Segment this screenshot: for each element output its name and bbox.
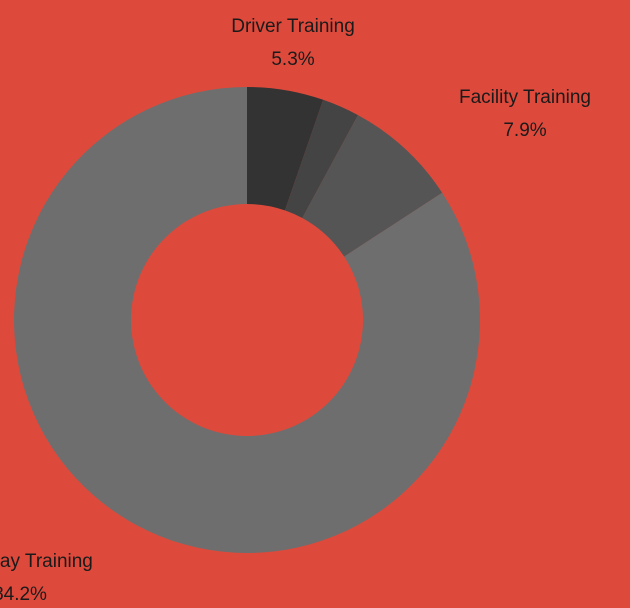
donut-segment <box>13 87 480 553</box>
segment-value-label: 7.9% <box>503 120 546 141</box>
segment-label: Driver Training <box>231 16 355 37</box>
segment-label: Highway Training <box>0 551 93 572</box>
segment-label: Facility Training <box>459 87 591 108</box>
segment-value-label: 84.2% <box>0 584 47 605</box>
donut-segment <box>284 99 358 218</box>
donut-segment <box>302 115 443 257</box>
donut-segment <box>247 87 324 211</box>
segment-value-label: 5.3% <box>271 49 314 70</box>
